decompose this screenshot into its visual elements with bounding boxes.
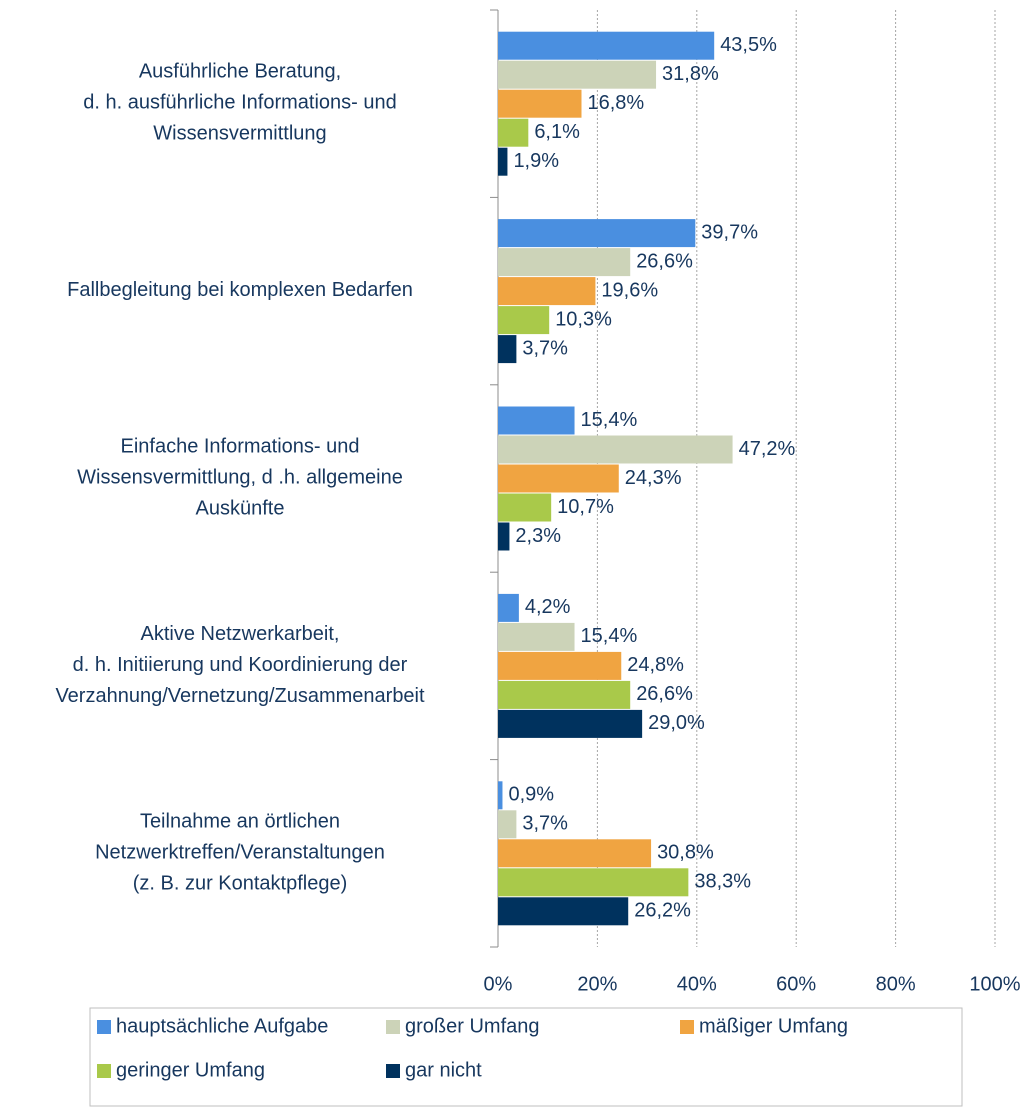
bar <box>498 464 619 493</box>
x-tick-label: 60% <box>776 973 816 995</box>
value-label: 43,5% <box>720 34 777 56</box>
bar <box>498 147 508 176</box>
value-label: 1,9% <box>513 150 559 172</box>
category-label: Teilnahme an örtlichen Netzwerktreffen/Ve… <box>95 811 385 895</box>
category-label: Aktive Netzwerkarbeit, d. h. Initiierung … <box>55 623 425 707</box>
x-tick-label: 20% <box>577 973 617 995</box>
legend-swatch <box>97 1020 111 1034</box>
value-label: 15,4% <box>581 625 638 647</box>
value-label: 10,3% <box>555 308 612 330</box>
legend-label: mäßiger Umfang <box>699 1015 848 1037</box>
bar <box>498 435 733 464</box>
bar <box>498 709 643 738</box>
value-label: 3,7% <box>522 337 568 359</box>
legend-label: großer Umfang <box>405 1015 540 1037</box>
value-label: 39,7% <box>701 221 758 243</box>
bar <box>498 868 689 897</box>
legend-swatch <box>386 1020 400 1034</box>
value-label: 30,8% <box>657 842 714 864</box>
legend-swatch <box>680 1020 694 1034</box>
bar <box>498 680 631 709</box>
x-tick-label: 100% <box>969 973 1020 995</box>
legend-swatch <box>386 1064 400 1078</box>
value-label: 19,6% <box>601 279 658 301</box>
value-label: 6,1% <box>534 121 580 143</box>
legend-label: geringer Umfang <box>116 1059 265 1081</box>
value-label: 31,8% <box>662 63 719 85</box>
bar <box>498 118 529 147</box>
bar <box>498 306 550 335</box>
legend-label: gar nicht <box>405 1059 482 1081</box>
bar <box>498 248 631 277</box>
bar <box>498 335 517 364</box>
bar <box>498 781 503 810</box>
bar <box>498 60 657 89</box>
value-label: 38,3% <box>694 871 751 893</box>
bar <box>498 406 575 435</box>
value-label: 24,3% <box>625 467 682 489</box>
value-label: 0,9% <box>508 784 554 806</box>
legend-box <box>89 1007 963 1107</box>
value-label: 4,2% <box>525 596 571 618</box>
bar <box>498 622 575 651</box>
value-label: 47,2% <box>739 438 796 460</box>
bar <box>498 810 517 839</box>
value-label: 26,6% <box>636 683 693 705</box>
bar <box>498 593 519 622</box>
bar <box>498 31 715 60</box>
value-label: 3,7% <box>522 813 568 835</box>
x-tick-label: 0% <box>484 973 513 995</box>
bar <box>498 277 596 306</box>
bar <box>498 89 582 118</box>
bar <box>498 493 552 522</box>
bar <box>498 219 696 248</box>
category-label: Einfache Informations- und Wissensvermitt… <box>77 436 403 520</box>
category-label: Fallbegleitung bei komplexen Bedarfen <box>67 279 413 301</box>
value-label: 10,7% <box>557 496 614 518</box>
bar <box>498 651 622 680</box>
value-label: 29,0% <box>648 712 705 734</box>
value-label: 26,2% <box>634 900 691 922</box>
bar <box>498 839 652 868</box>
value-label: 16,8% <box>587 92 644 114</box>
category-label: Ausführliche Beratung, d. h. ausführliche… <box>83 61 397 145</box>
x-tick-label: 40% <box>677 973 717 995</box>
value-label: 24,8% <box>627 654 684 676</box>
legend-swatch <box>97 1064 111 1078</box>
value-label: 26,6% <box>636 250 693 272</box>
value-label: 15,4% <box>581 409 638 431</box>
bar <box>498 897 629 926</box>
legend-label: hauptsächliche Aufgabe <box>116 1015 328 1037</box>
value-label: 2,3% <box>515 525 561 547</box>
bar <box>498 522 510 551</box>
x-tick-label: 80% <box>876 973 916 995</box>
